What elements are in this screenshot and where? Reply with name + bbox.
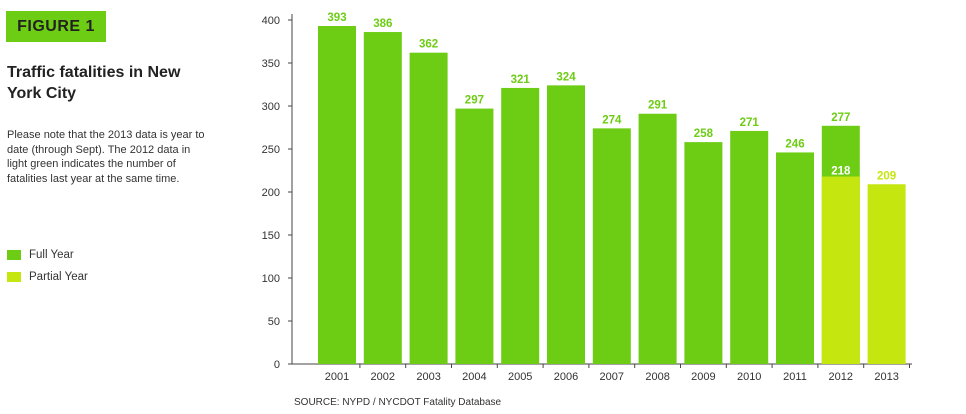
data-label-full-year-2010: 271: [740, 117, 760, 129]
bar-full-year-2003: [409, 52, 448, 365]
data-label-full-year-2009: 258: [694, 128, 714, 140]
chart-note: Please note that the 2013 data is year t…: [7, 129, 205, 185]
y-tick-label: 150: [262, 230, 280, 242]
y-tick-label: 300: [262, 101, 280, 113]
y-tick-label: 400: [262, 15, 280, 27]
data-label-full-year-2008: 291: [648, 100, 668, 112]
data-label-partial-year-2012: 218: [831, 166, 851, 178]
bar-full-year-2007: [592, 128, 631, 364]
y-tick-label: 50: [268, 316, 280, 328]
x-tick-label-2008: 2008: [645, 371, 669, 383]
x-tick-label-2009: 2009: [691, 371, 715, 383]
data-label-full-year-2003: 362: [419, 39, 438, 51]
y-tick-label: 0: [274, 359, 280, 371]
data-label-full-year-2001: 393: [327, 12, 346, 24]
x-tick-label-2011: 2011: [783, 371, 807, 383]
legend-label-partial-year: Partial Year: [29, 271, 88, 283]
x-tick-label-2013: 2013: [874, 371, 898, 383]
y-tick-label: 100: [262, 273, 280, 285]
x-tick-label-2010: 2010: [737, 371, 761, 383]
x-tick-label-2006: 2006: [554, 371, 578, 383]
x-tick-label-2002: 2002: [371, 371, 395, 383]
data-label-full-year-2012: 277: [831, 112, 850, 124]
data-label-full-year-2011: 246: [785, 138, 804, 150]
bar-partial-year-2013: [867, 184, 906, 364]
x-tick-label-2003: 2003: [416, 371, 440, 383]
chart-title: Traffic fatalities in New York City: [7, 64, 181, 102]
bar-full-year-2010: [730, 130, 769, 364]
x-tick-label-2005: 2005: [508, 371, 532, 383]
bar-full-year-2005: [501, 87, 540, 364]
bar-full-year-2008: [638, 113, 677, 365]
legend-label-full-year: Full Year: [29, 249, 74, 261]
bar-full-year-2011: [776, 152, 814, 364]
data-label-partial-year-2013: 209: [877, 170, 896, 182]
figure-badge: FIGURE 1: [6, 11, 106, 42]
bar-full-year-2001: [318, 26, 356, 365]
legend-item-partial-year: Partial Year: [7, 266, 88, 288]
data-label-full-year-2006: 324: [556, 71, 576, 83]
bar-full-year-2002: [363, 32, 402, 364]
x-tick-label-2004: 2004: [462, 371, 486, 383]
bar-full-year-2009: [684, 142, 723, 364]
data-label-full-year-2005: 321: [511, 74, 531, 86]
legend-swatch-partial-year: [7, 272, 21, 282]
y-tick-label: 350: [262, 58, 280, 70]
data-label-full-year-2002: 386: [373, 18, 392, 30]
bar-full-year-2004: [455, 108, 494, 364]
bar-partial-year-2012: [821, 176, 860, 364]
data-label-full-year-2004: 297: [465, 95, 484, 107]
bar-full-year-2006: [547, 85, 585, 365]
x-tick-label-2007: 2007: [600, 371, 624, 383]
legend: Full Year Partial Year: [7, 244, 88, 288]
source-note: SOURCE: NYPD / NYCDOT Fatality Database: [294, 397, 502, 408]
legend-item-full-year: Full Year: [7, 244, 88, 266]
data-label-full-year-2007: 274: [602, 114, 622, 126]
x-tick-label-2012: 2012: [829, 371, 853, 383]
y-tick-label: 250: [262, 144, 280, 156]
legend-swatch-full-year: [7, 250, 21, 260]
y-tick-label: 200: [262, 187, 280, 199]
x-tick-label-2001: 2001: [325, 371, 349, 383]
